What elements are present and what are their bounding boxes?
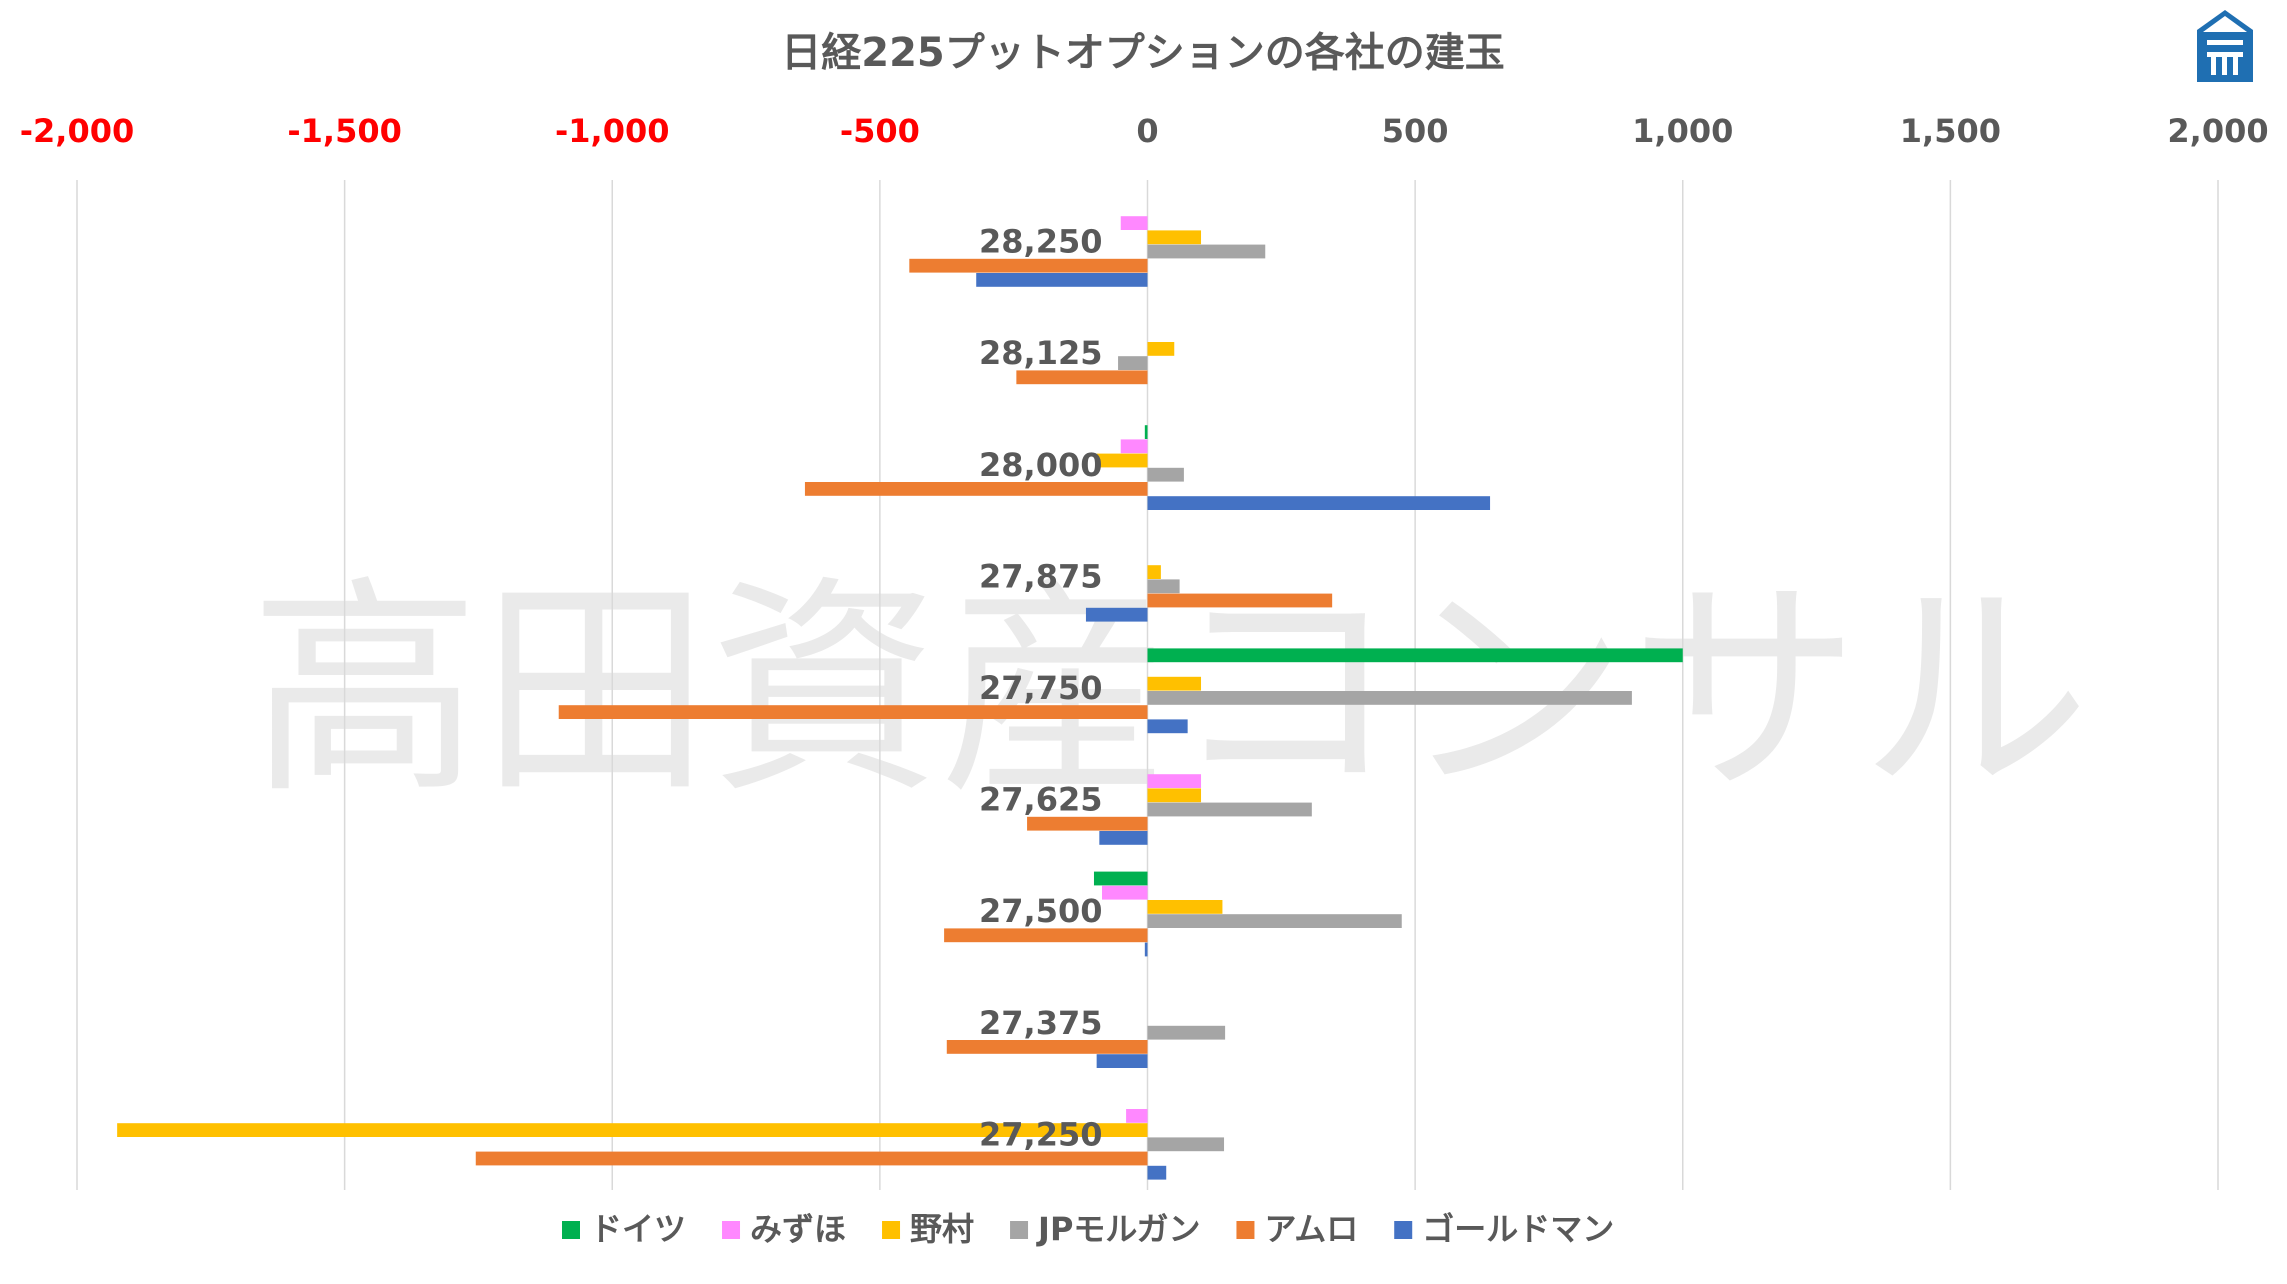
legend-item: アムロ (1236, 1210, 1358, 1248)
bar (1147, 774, 1202, 788)
bar (1147, 802, 1312, 817)
bar (944, 928, 1148, 943)
bar (558, 705, 1148, 719)
category-label: 28,125 (979, 334, 1102, 372)
legend-swatch (882, 1221, 901, 1239)
bar (1147, 788, 1202, 803)
bar (1126, 1109, 1148, 1123)
category-label: 27,625 (979, 781, 1102, 819)
bar (475, 1151, 1148, 1166)
bar (1147, 719, 1188, 734)
bar (1102, 885, 1148, 900)
legend-item: ゴールドマン (1394, 1210, 1614, 1248)
bar (1147, 1165, 1167, 1180)
x-tick-label: -2,000 (20, 112, 135, 150)
bar (1147, 1137, 1225, 1152)
bar (1096, 1054, 1148, 1068)
bar (804, 482, 1148, 496)
bar (909, 258, 1148, 273)
bar (1147, 593, 1333, 608)
legend-item: ドイツ (562, 1210, 686, 1248)
bar (1144, 425, 1148, 439)
bar (1016, 370, 1148, 385)
legend-item: 野村 (882, 1210, 974, 1248)
bar (1118, 356, 1148, 370)
bar (1147, 900, 1223, 914)
bar (1085, 607, 1148, 622)
category-label: 27,500 (979, 892, 1102, 930)
x-tick-label: 500 (1382, 112, 1449, 150)
bar (1147, 230, 1202, 245)
legend-swatch (1010, 1221, 1029, 1239)
legend-label: JPモルガン (1036, 1210, 1200, 1248)
bars (117, 216, 1683, 1180)
category-label: 28,250 (979, 223, 1102, 261)
category-label: 28,000 (979, 446, 1102, 484)
legend-swatch (562, 1221, 580, 1239)
bar (1027, 816, 1148, 831)
category-label: 27,375 (979, 1004, 1102, 1042)
x-tick-label: 1,500 (1900, 112, 2001, 150)
x-tick-label: 0 (1136, 112, 1158, 150)
legend-label: ドイツ (590, 1210, 686, 1248)
bar (1120, 216, 1148, 230)
bar (1099, 831, 1148, 845)
bar (1147, 244, 1266, 259)
bar (1147, 342, 1175, 356)
bar (1147, 496, 1491, 510)
bar (1147, 914, 1402, 928)
bar (1144, 942, 1148, 957)
chart-title: 日経225プットオプションの各社の建玉 (781, 30, 1505, 76)
bar (1147, 579, 1180, 594)
x-tick-label: 1,000 (1632, 112, 1733, 150)
bar (976, 273, 1148, 287)
bar (1147, 648, 1683, 663)
x-tick-label: -500 (840, 112, 920, 150)
bar (1147, 1025, 1226, 1040)
x-tick-label: 2,000 (2167, 112, 2268, 150)
bar (1147, 676, 1202, 691)
bar (1147, 467, 1184, 482)
legend-swatch (1236, 1221, 1255, 1239)
x-axis-ticks: -2,000 -1,500 -1,000 -500 0 500 1,000 1,500 2,00… (20, 112, 2269, 150)
legend-item: JPモルガン (1010, 1210, 1200, 1248)
category-label: 27,250 (979, 1115, 1102, 1153)
bar (1120, 439, 1148, 454)
legend-label: アムロ (1264, 1210, 1358, 1248)
x-tick-label: -1,000 (555, 112, 670, 150)
legend-label: ゴールドマン (1422, 1210, 1614, 1248)
legend-label: みずほ (750, 1210, 846, 1248)
takata-logo-icon (2197, 10, 2253, 82)
bar (1093, 871, 1148, 886)
x-tick-label: -1,500 (287, 112, 402, 150)
legend-swatch (1394, 1221, 1413, 1239)
bar (117, 1123, 1148, 1137)
bar (1147, 565, 1161, 579)
legend-label: 野村 (910, 1210, 974, 1248)
bar (1147, 691, 1632, 705)
category-label: 27,750 (979, 669, 1102, 707)
category-label: 27,875 (979, 557, 1102, 595)
category-labels: 28,250 28,125 28,000 27,875 27,750 27,625 27,5… (979, 223, 1102, 1154)
bar (946, 1040, 1148, 1054)
bar (1096, 453, 1148, 468)
legend: ドイツ みずほ 野村 JPモルガン アムロ ゴールドマン (562, 1210, 1614, 1248)
legend-swatch (722, 1221, 741, 1239)
legend-item: みずほ (722, 1210, 846, 1248)
